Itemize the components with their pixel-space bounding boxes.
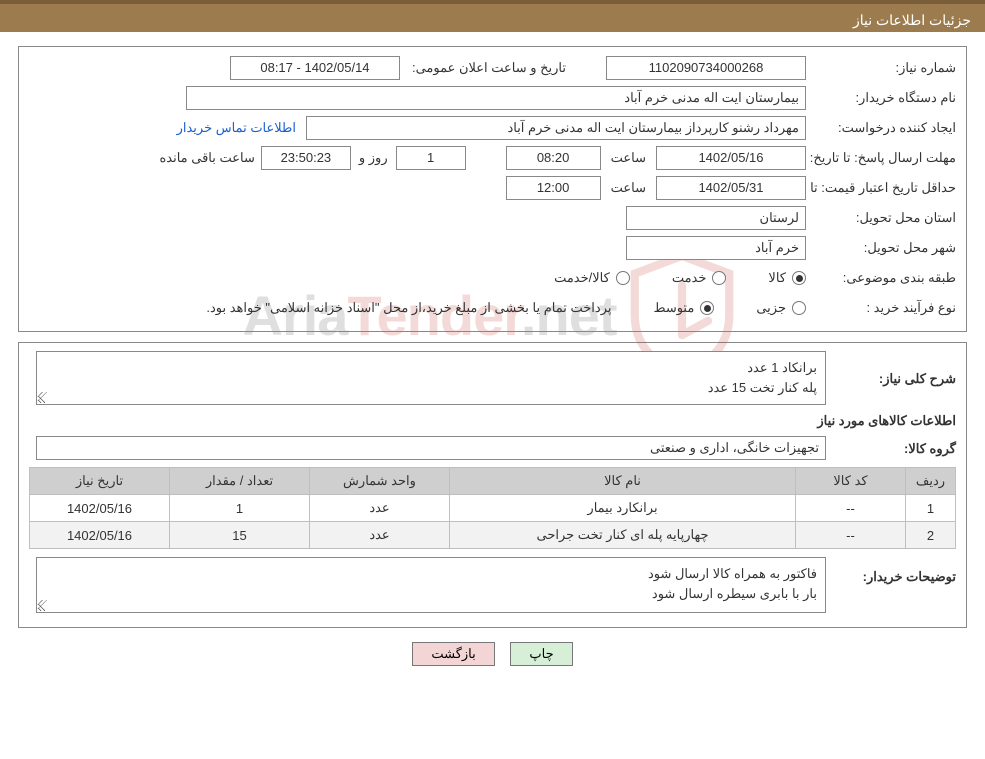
cell-date: 1402/05/16 (30, 522, 170, 549)
group-label: گروه کالا: (826, 441, 956, 457)
buyer-notes-line2: بار با بابری سیطره ارسال شود (45, 584, 817, 604)
reply-date-value: 1402/05/16 (656, 146, 806, 170)
reply-deadline-label: مهلت ارسال پاسخ: تا تاریخ: (806, 150, 956, 166)
radio-goods-service-label: کالا/خدمت (554, 270, 610, 286)
category-label: طبقه بندی موضوعی: (806, 270, 956, 286)
radio-service-label: خدمت (672, 270, 707, 286)
process-label: نوع فرآیند خرید : (806, 300, 956, 316)
radio-medium[interactable] (700, 301, 714, 315)
table-header-row: ردیف کد کالا نام کالا واحد شمارش تعداد /… (30, 468, 956, 495)
province-label: استان محل تحویل: (806, 210, 956, 226)
th-unit: واحد شمارش (310, 468, 450, 495)
time-left-value: 23:50:23 (261, 146, 351, 170)
items-heading: اطلاعات کالاهای مورد نیاز (29, 413, 956, 429)
cell-unit: عدد (310, 522, 450, 549)
category-radio-group: کالا خدمت کالا/خدمت (554, 270, 806, 286)
table-row: 1--برانکارد بیمارعدد11402/05/16 (30, 495, 956, 522)
process-radio-group: جزیی متوسط پرداخت تمام یا بخشی از مبلغ خ… (206, 300, 806, 316)
buyer-org-label: نام دستگاه خریدار: (806, 90, 956, 106)
cell-code: -- (796, 495, 906, 522)
cell-qty: 1 (170, 495, 310, 522)
page-header: جزئیات اطلاعات نیاز (0, 0, 985, 32)
province-value: لرستان (626, 206, 806, 230)
summary-label: شرح کلی نیاز: (826, 371, 956, 387)
time-label-2: ساعت (601, 180, 656, 196)
price-valid-label: حداقل تاریخ اعتبار قیمت: تا تاریخ: (806, 180, 956, 196)
cell-n: 1 (906, 495, 956, 522)
announce-label: تاریخ و ساعت اعلان عمومی: (406, 60, 566, 76)
reply-time-value: 08:20 (506, 146, 601, 170)
radio-goods[interactable] (792, 271, 806, 285)
radio-goods-label: کالا (768, 270, 786, 286)
summary-line1: برانکاد 1 عدد (45, 358, 817, 378)
need-no-label: شماره نیاز: (806, 60, 956, 76)
radio-service[interactable] (712, 271, 726, 285)
requester-value: مهرداد رشنو کارپرداز بیمارستان ایت اله م… (306, 116, 806, 140)
print-button[interactable]: چاپ (510, 642, 572, 666)
th-date: تاریخ نیاز (30, 468, 170, 495)
price-valid-date: 1402/05/31 (656, 176, 806, 200)
page-title: جزئیات اطلاعات نیاز (853, 12, 971, 28)
buyer-notes-label: توضیحات خریدار: (826, 563, 956, 585)
th-qty: تعداد / مقدار (170, 468, 310, 495)
requester-label: ایجاد کننده درخواست: (806, 120, 956, 136)
back-button[interactable]: بازگشت (412, 642, 494, 666)
summary-textarea[interactable]: برانکاد 1 عدد پله کنار تخت 15 عدد (36, 351, 826, 405)
time-label-1: ساعت (601, 150, 656, 166)
cell-unit: عدد (310, 495, 450, 522)
need-no-value: 1102090734000268 (606, 56, 806, 80)
items-table: ردیف کد کالا نام کالا واحد شمارش تعداد /… (29, 467, 956, 549)
summary-line2: پله کنار تخت 15 عدد (45, 378, 817, 398)
items-panel: شرح کلی نیاز: برانکاد 1 عدد پله کنار تخت… (18, 342, 967, 628)
button-row: چاپ بازگشت (0, 642, 985, 666)
th-name: نام کالا (450, 468, 796, 495)
city-label: شهر محل تحویل: (806, 240, 956, 256)
table-row: 2--چهارپایه پله ای کنار تخت جراحیعدد1514… (30, 522, 956, 549)
buyer-notes-line1: فاکتور به همراه کالا ارسال شود (45, 564, 817, 584)
process-note: پرداخت تمام یا بخشی از مبلغ خرید،از محل … (206, 300, 611, 316)
city-value: خرم آباد (626, 236, 806, 260)
cell-n: 2 (906, 522, 956, 549)
days-and-label: روز و (351, 150, 396, 166)
group-value: تجهیزات خانگی، اداری و صنعتی (36, 436, 826, 460)
buyer-contact-link[interactable]: اطلاعات تماس خریدار (177, 120, 296, 136)
buyer-notes-textarea[interactable]: فاکتور به همراه کالا ارسال شود بار با با… (36, 557, 826, 613)
radio-goods-service[interactable] (616, 271, 630, 285)
buyer-org-value: بیمارستان ایت اله مدنی خرم آباد (186, 86, 806, 110)
th-row: ردیف (906, 468, 956, 495)
th-code: کد کالا (796, 468, 906, 495)
cell-code: -- (796, 522, 906, 549)
announce-value: 1402/05/14 - 08:17 (230, 56, 400, 80)
cell-qty: 15 (170, 522, 310, 549)
time-left-label: ساعت باقی مانده (153, 150, 260, 166)
cell-name: برانکارد بیمار (450, 495, 796, 522)
radio-small-label: جزیی (756, 300, 786, 316)
radio-small[interactable] (792, 301, 806, 315)
radio-medium-label: متوسط (653, 300, 694, 316)
days-count-value: 1 (396, 146, 466, 170)
cell-date: 1402/05/16 (30, 495, 170, 522)
price-valid-time: 12:00 (506, 176, 601, 200)
cell-name: چهارپایه پله ای کنار تخت جراحی (450, 522, 796, 549)
details-panel: شماره نیاز: 1102090734000268 تاریخ و ساع… (18, 46, 967, 332)
